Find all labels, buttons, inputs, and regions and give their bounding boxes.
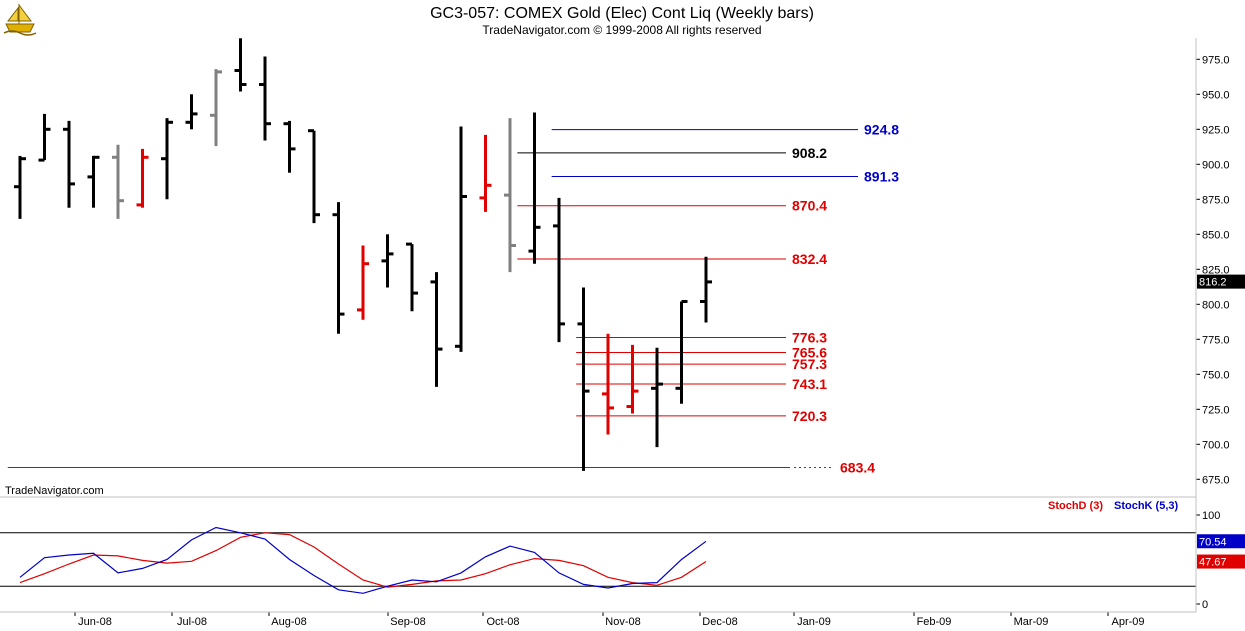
ohlc-bar [308, 129, 320, 224]
ohlc-bar [185, 94, 198, 130]
x-tick-label: Dec-08 [702, 616, 737, 628]
x-tick-label: Feb-09 [917, 616, 952, 628]
ohlc-bar [14, 155, 26, 219]
app-logo [0, 0, 40, 36]
ohlc-bar [602, 333, 614, 435]
ohlc-bar [136, 148, 149, 208]
watermark: TradeNavigator.com [5, 485, 104, 497]
level-label: 743.1 [792, 376, 827, 392]
ohlc-bar [63, 120, 75, 208]
x-tick-label: Apr-09 [1111, 616, 1144, 628]
level-label: 891.3 [864, 168, 899, 184]
x-tick-label: Jan-09 [797, 616, 831, 628]
x-tick-label: Mar-09 [1014, 616, 1049, 628]
stoch-value-tag [1197, 534, 1245, 549]
stoch-value-tag [1197, 554, 1245, 569]
y-tick-label: 875.0 [1202, 194, 1230, 206]
level-label: 924.8 [864, 122, 899, 138]
y-tick-label: 675.0 [1202, 474, 1230, 486]
ohlc-bar [626, 344, 639, 414]
ohlc-bar [87, 155, 100, 208]
ohlc-bar [675, 300, 688, 404]
x-tick-label: Jun-08 [78, 616, 112, 628]
level-label: 765.6 [792, 344, 827, 360]
ohlc-bar [259, 56, 271, 141]
stochd-line [19, 532, 707, 588]
stochastic-panel: 0 100 47.67 70.54 [0, 510, 1245, 611]
level-label: 720.3 [792, 408, 827, 424]
level-label: 908.2 [792, 145, 827, 161]
ohlc-bar [38, 113, 51, 162]
y-tick-label: 700.0 [1202, 439, 1230, 451]
ohlc-bar [479, 134, 492, 212]
x-axis: Jun-08 Jul-08 Aug-08 Sep-08 Oct-08 Nov-08 Dec-… [74, 612, 1145, 628]
x-tick-label: Nov-08 [605, 616, 640, 628]
last-price-label: 816.2 [1199, 277, 1227, 289]
ohlc-bar [406, 242, 418, 312]
ohlc-bar [700, 256, 712, 323]
ohlc-bar [577, 287, 590, 471]
ohlc-bar [234, 38, 247, 92]
y-tick-label: 825.0 [1202, 264, 1230, 276]
ohlc-bar [210, 69, 222, 147]
level-label: 683.4 [840, 460, 875, 476]
y-tick-label: 925.0 [1202, 124, 1230, 136]
chart-title: GC3-057: COMEX Gold (Elec) Cont Liq (Wee… [430, 5, 814, 22]
x-tick-label: Aug-08 [271, 616, 306, 628]
ohlc-bar [430, 272, 443, 387]
y-tick-label: 850.0 [1202, 229, 1230, 241]
ohlc-bar [455, 126, 467, 352]
y-tick-label: 725.0 [1202, 404, 1230, 416]
stoch-value-label: 70.54 [1199, 536, 1227, 548]
y-tick-label: 800.0 [1202, 299, 1230, 311]
ohlc-bar [283, 120, 296, 173]
legend-stochd: StochD (3) [1048, 500, 1103, 512]
chart-subtitle: TradeNavigator.com © 1999-2008 All right… [482, 23, 761, 37]
ohlc-bar [112, 144, 124, 219]
level-label: 776.3 [792, 329, 827, 345]
y-tick-label: 975.0 [1202, 54, 1230, 66]
y-tick-label: 775.0 [1202, 334, 1230, 346]
price-panel: 675.0 700.0 725.0 750.0 775.0 800.0 825.0 850.0… [7, 38, 1245, 486]
ohlc-bar [528, 112, 541, 264]
level-label: 832.4 [792, 251, 827, 267]
trade-navigator-ship-icon [3, 3, 37, 36]
y-tick-label: 750.0 [1202, 369, 1230, 381]
x-tick-label: Jul-08 [177, 616, 207, 628]
ohlc-bar [332, 202, 345, 334]
level-label: 757.3 [792, 356, 827, 372]
ohlc-bar [651, 347, 663, 448]
ohlc-bar [553, 197, 565, 343]
level-label: 870.4 [792, 198, 827, 214]
legend-stochk: StochK (5,3) [1114, 500, 1179, 512]
last-price-tag [1197, 274, 1245, 289]
ohlc-bar [381, 234, 394, 288]
stochk-line [19, 526, 707, 594]
stoch-tick-label: 0 [1202, 599, 1208, 611]
x-tick-label: Sep-08 [390, 616, 425, 628]
stoch-tick-label: 100 [1202, 510, 1220, 522]
y-tick-label: 900.0 [1202, 159, 1230, 171]
stoch-value-label: 47.67 [1199, 557, 1227, 569]
ohlc-bar [504, 118, 516, 273]
x-tick-label: Oct-08 [486, 616, 519, 628]
ohlc-bar [161, 118, 173, 200]
y-tick-label: 950.0 [1202, 89, 1230, 101]
ohlc-bar [357, 245, 369, 320]
